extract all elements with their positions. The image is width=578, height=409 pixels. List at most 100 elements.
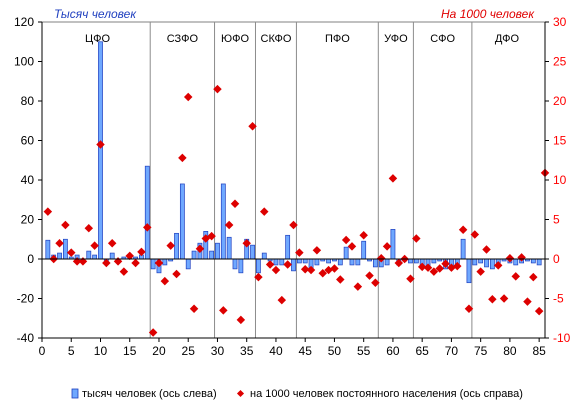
data-point — [336, 275, 345, 284]
data-point — [324, 265, 333, 275]
data-point — [219, 306, 228, 315]
right-axis-unit-label: На 1000 человек — [441, 7, 535, 21]
data-point — [183, 92, 193, 102]
data-point — [453, 261, 462, 271]
bar — [261, 252, 267, 260]
right-tick-label: -5 — [553, 292, 564, 306]
bar — [513, 258, 519, 266]
data-point — [148, 328, 158, 337]
left-tick-label: 60 — [21, 134, 35, 148]
bar — [489, 258, 495, 270]
data-point — [271, 265, 281, 275]
bar — [460, 238, 466, 260]
data-point — [55, 238, 64, 248]
data-point — [230, 199, 240, 208]
data-point — [470, 230, 480, 239]
bar — [384, 258, 390, 266]
data-point — [67, 248, 76, 257]
region-dividers — [149, 22, 473, 338]
bar — [250, 244, 255, 260]
left-tick-label: 80 — [21, 94, 35, 108]
bar — [162, 258, 168, 266]
bar — [478, 258, 484, 264]
data-point — [160, 276, 170, 286]
bar — [390, 229, 396, 260]
data-point — [300, 265, 310, 274]
data-point — [435, 264, 444, 273]
x-tick-label: 35 — [240, 344, 254, 358]
bar — [226, 236, 232, 260]
bar — [408, 258, 413, 264]
data-point — [376, 253, 386, 263]
bar — [326, 258, 331, 264]
bar — [314, 258, 320, 266]
data-point — [119, 267, 129, 276]
data-point — [61, 220, 70, 230]
plot-area — [41, 21, 546, 339]
bar — [413, 258, 419, 264]
data-point — [388, 174, 398, 183]
data-point — [283, 260, 292, 269]
bar — [238, 258, 244, 274]
bar — [62, 238, 68, 260]
bar — [466, 258, 472, 284]
data-point — [394, 258, 404, 268]
left-tick-label: 40 — [21, 173, 35, 187]
region-label: ЦФО — [85, 33, 111, 45]
bar — [431, 258, 437, 264]
data-point — [248, 122, 257, 131]
data-point — [207, 231, 216, 241]
left-tick-label: 120 — [14, 15, 34, 29]
left-axis-ticks: -40 -20 0 20 40 60 80 100 120 — [14, 15, 42, 345]
bar — [215, 242, 220, 260]
bar — [291, 258, 296, 272]
data-point — [289, 220, 298, 230]
data-point — [224, 220, 234, 230]
bar — [191, 250, 197, 260]
data-point — [254, 272, 263, 282]
region-label: ЮФО — [221, 33, 249, 45]
data-point — [172, 269, 181, 279]
bar — [86, 250, 92, 260]
bar — [343, 246, 349, 260]
bar — [45, 239, 51, 260]
data-point — [131, 258, 140, 268]
data-point — [347, 242, 357, 251]
bar — [484, 258, 489, 268]
region-label: ПФО — [325, 33, 350, 45]
x-tick-label: 0 — [39, 344, 46, 358]
region-label: УФО — [384, 33, 408, 45]
legend-bar-swatch — [71, 388, 79, 399]
data-point — [353, 282, 363, 291]
data-point — [406, 274, 415, 283]
x-tick-label: 55 — [357, 344, 371, 358]
left-tick-label: 20 — [21, 213, 35, 227]
bar — [209, 250, 215, 260]
data-point — [447, 263, 456, 272]
data-point — [213, 84, 222, 94]
data-point — [277, 295, 287, 305]
right-tick-label: -10 — [553, 331, 571, 345]
x-tick-label: 10 — [94, 344, 108, 358]
data-point — [84, 223, 94, 233]
x-tick-label: 70 — [445, 344, 459, 358]
right-tick-label: 0 — [553, 252, 560, 266]
data-point — [318, 268, 327, 278]
data-point — [306, 265, 316, 275]
bar — [361, 240, 367, 260]
bar — [144, 165, 150, 260]
bar — [98, 41, 103, 260]
region-labels: ЦФО СЗФО ЮФО СКФО ПФО УФО СФО ДФО — [85, 33, 519, 45]
data-point — [195, 244, 205, 253]
region-label: СКФО — [261, 33, 292, 45]
data-point — [236, 315, 246, 325]
bar — [256, 258, 261, 274]
data-point — [102, 258, 111, 268]
bar — [296, 258, 302, 264]
x-tick-label: 25 — [182, 344, 196, 358]
data-point — [312, 246, 322, 255]
right-tick-label: 5 — [553, 213, 560, 227]
data-point — [365, 271, 374, 280]
data-point — [143, 223, 152, 232]
